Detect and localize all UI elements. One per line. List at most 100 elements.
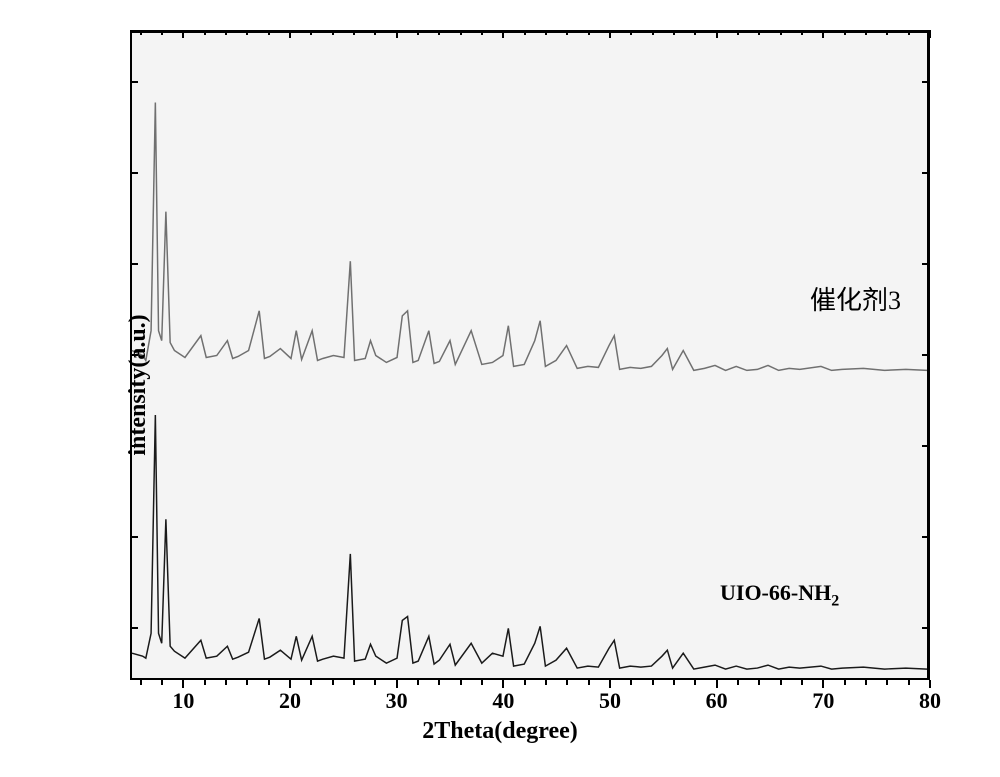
y-tick xyxy=(130,81,138,83)
x-tick xyxy=(502,680,504,688)
x-minor-tick-top xyxy=(758,30,760,35)
x-minor-tick-top xyxy=(225,30,227,35)
x-minor-tick xyxy=(268,680,270,685)
x-minor-tick xyxy=(374,680,376,685)
x-minor-tick-top xyxy=(353,30,355,35)
xrd-figure: 1020304050607080 2Theta(degree) intensit… xyxy=(50,20,950,750)
x-minor-tick-top xyxy=(694,30,696,35)
x-minor-tick xyxy=(844,680,846,685)
x-minor-tick-top xyxy=(332,30,334,35)
x-tick-top xyxy=(502,30,504,38)
y-tick xyxy=(130,263,138,265)
series-label-uio66nh2: UIO-66-NH2 xyxy=(720,580,839,610)
x-minor-tick xyxy=(310,680,312,685)
x-tick-label: 70 xyxy=(812,688,834,714)
x-tick-top xyxy=(182,30,184,38)
x-tick-label: 50 xyxy=(599,688,621,714)
x-minor-tick xyxy=(225,680,227,685)
x-minor-tick xyxy=(758,680,760,685)
x-tick-label: 60 xyxy=(706,688,728,714)
y-tick xyxy=(130,172,138,174)
x-minor-tick-top xyxy=(801,30,803,35)
x-minor-tick-top xyxy=(460,30,462,35)
x-minor-tick xyxy=(353,680,355,685)
x-minor-tick xyxy=(161,680,163,685)
x-minor-tick xyxy=(737,680,739,685)
x-minor-tick-top xyxy=(652,30,654,35)
series-label-catalyst3: 催化剂3 xyxy=(810,280,901,317)
y-tick-right xyxy=(922,445,930,447)
x-minor-tick-top xyxy=(588,30,590,35)
x-minor-tick-top xyxy=(865,30,867,35)
x-minor-tick-top xyxy=(844,30,846,35)
trace-catalyst3 xyxy=(132,102,927,370)
x-minor-tick xyxy=(417,680,419,685)
x-minor-tick xyxy=(524,680,526,685)
y-tick xyxy=(130,536,138,538)
x-tick xyxy=(929,680,931,688)
x-minor-tick-top xyxy=(246,30,248,35)
x-minor-tick xyxy=(694,680,696,685)
y-tick-right xyxy=(922,263,930,265)
y-axis-label: intensity(a.u.) xyxy=(125,314,152,455)
x-minor-tick xyxy=(908,680,910,685)
x-minor-tick xyxy=(545,680,547,685)
x-tick-label: 80 xyxy=(919,688,941,714)
y-tick-right xyxy=(922,354,930,356)
x-minor-tick-top xyxy=(908,30,910,35)
x-tick-top xyxy=(609,30,611,38)
y-tick-right xyxy=(922,81,930,83)
x-tick-top xyxy=(396,30,398,38)
x-tick-label: 40 xyxy=(492,688,514,714)
x-tick-top xyxy=(822,30,824,38)
x-tick xyxy=(822,680,824,688)
series-label-uio66nh2-sub: 2 xyxy=(831,592,839,609)
x-minor-tick-top xyxy=(886,30,888,35)
x-tick xyxy=(396,680,398,688)
x-minor-tick-top xyxy=(417,30,419,35)
x-minor-tick-top xyxy=(438,30,440,35)
x-minor-tick xyxy=(588,680,590,685)
x-minor-tick-top xyxy=(673,30,675,35)
x-minor-tick-top xyxy=(481,30,483,35)
x-minor-tick-top xyxy=(140,30,142,35)
x-minor-tick-top xyxy=(524,30,526,35)
y-tick-right xyxy=(922,172,930,174)
x-minor-tick-top xyxy=(161,30,163,35)
y-tick xyxy=(130,627,138,629)
x-minor-tick xyxy=(332,680,334,685)
x-tick-top xyxy=(716,30,718,38)
x-minor-tick-top xyxy=(737,30,739,35)
x-minor-tick xyxy=(460,680,462,685)
x-minor-tick-top xyxy=(545,30,547,35)
x-tick xyxy=(609,680,611,688)
y-tick-right xyxy=(922,536,930,538)
x-minor-tick xyxy=(652,680,654,685)
x-minor-tick xyxy=(140,680,142,685)
x-minor-tick xyxy=(886,680,888,685)
x-minor-tick xyxy=(204,680,206,685)
x-tick-top xyxy=(929,30,931,38)
x-minor-tick-top xyxy=(780,30,782,35)
series-label-catalyst3-text: 催化剂3 xyxy=(810,286,901,315)
x-minor-tick xyxy=(481,680,483,685)
x-minor-tick-top xyxy=(268,30,270,35)
x-minor-tick xyxy=(673,680,675,685)
x-tick-label: 20 xyxy=(279,688,301,714)
x-minor-tick xyxy=(801,680,803,685)
x-minor-tick xyxy=(566,680,568,685)
x-minor-tick xyxy=(630,680,632,685)
x-minor-tick xyxy=(865,680,867,685)
x-tick-label: 30 xyxy=(386,688,408,714)
x-tick xyxy=(182,680,184,688)
x-minor-tick xyxy=(780,680,782,685)
x-minor-tick-top xyxy=(310,30,312,35)
trace-uio66nh2 xyxy=(132,415,927,669)
series-label-uio66nh2-text: UIO-66-NH xyxy=(720,580,831,605)
x-minor-tick-top xyxy=(566,30,568,35)
x-minor-tick xyxy=(246,680,248,685)
x-axis-label: 2Theta(degree) xyxy=(422,718,578,745)
x-tick-top xyxy=(289,30,291,38)
x-minor-tick-top xyxy=(630,30,632,35)
x-minor-tick-top xyxy=(204,30,206,35)
